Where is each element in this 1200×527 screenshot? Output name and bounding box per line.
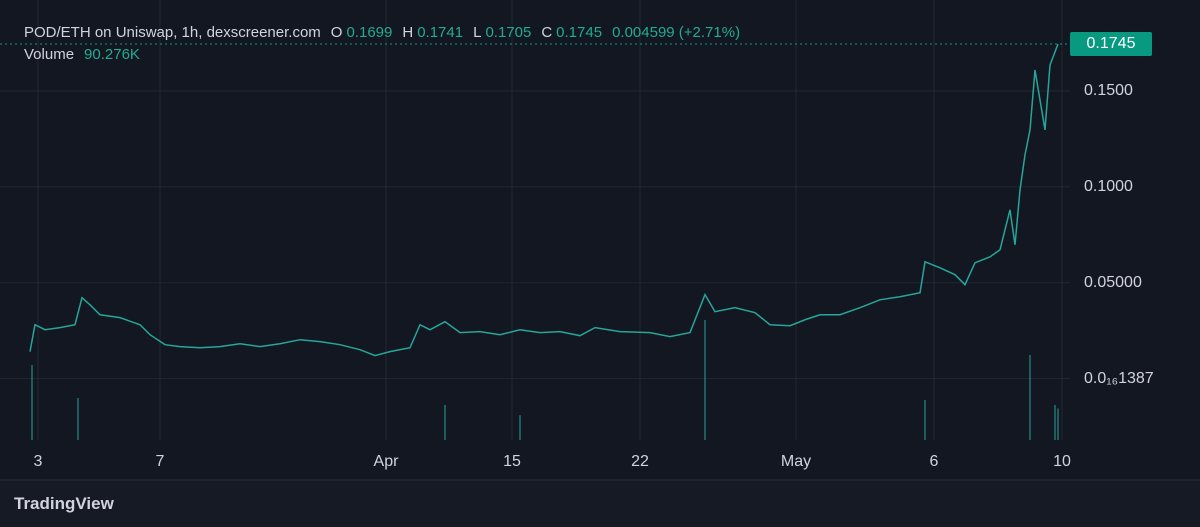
open-label: O — [330, 24, 343, 41]
volume-bar — [444, 405, 446, 440]
x-tick-label: 15 — [503, 453, 521, 470]
volume-bar — [1029, 354, 1031, 440]
volume-bar — [519, 415, 521, 440]
change: 0.004599 (+2.71%) — [612, 24, 741, 41]
ohlc-legend: POD/ETH on Uniswap, 1h, dexscreener.com … — [24, 24, 740, 41]
last-price-tag — [1070, 31, 1152, 56]
volume-bar — [704, 319, 706, 440]
y-tick-label: 0.1500 — [1084, 82, 1133, 99]
volume-value: 90.276K — [84, 46, 140, 63]
volume-legend: Volume 90.276K — [24, 46, 140, 63]
high-label: H — [402, 24, 414, 41]
last-price-label: 0.1745 — [1087, 35, 1136, 52]
x-tick-label: May — [781, 453, 811, 470]
low-value: 0.1705 — [485, 24, 532, 41]
open-value: 0.1699 — [346, 24, 393, 41]
low-label: L — [473, 24, 482, 41]
x-tick-label: 6 — [930, 453, 939, 470]
x-tick-label: 10 — [1053, 453, 1071, 470]
price-line — [29, 43, 1059, 357]
volume-bar — [1057, 408, 1059, 440]
y-tick-label: 0.1000 — [1084, 178, 1133, 195]
x-tick-label: Apr — [374, 453, 400, 470]
volume-bar — [31, 365, 33, 440]
x-tick-label: 22 — [631, 453, 649, 470]
volume-bar — [1054, 405, 1056, 440]
high-value: 0.1741 — [417, 24, 464, 41]
branding: TradingView — [14, 494, 114, 513]
close-value: 0.1745 — [556, 24, 603, 41]
volume-label: Volume — [24, 46, 75, 63]
volume-bar — [77, 398, 79, 440]
y-tick-label: 0.05000 — [1084, 274, 1142, 291]
volume-bar — [924, 400, 926, 440]
close-label: C — [541, 24, 553, 41]
y-tick-label: 0.0₁₆1387 — [1084, 370, 1154, 387]
x-tick-label: 3 — [34, 453, 43, 470]
chart-background — [0, 0, 1200, 480]
symbol: POD/ETH on Uniswap, 1h, dexscreener.com — [24, 24, 321, 41]
x-tick-label: 7 — [156, 453, 165, 470]
